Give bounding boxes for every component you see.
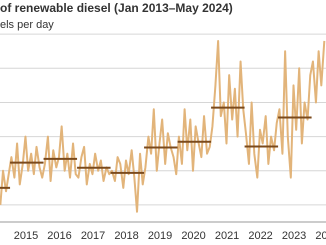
x-tick-label: 2023 <box>282 230 306 242</box>
x-tick-label: 2015 <box>14 230 38 242</box>
x-tick-label: 2021 <box>215 230 239 242</box>
data-line <box>0 39 326 213</box>
x-tick-label: 20 <box>315 230 326 242</box>
x-tick-label: 2018 <box>114 230 138 242</box>
x-tick-label: 2016 <box>47 230 71 242</box>
x-tick-label: 2020 <box>181 230 205 242</box>
x-tick-label: 2017 <box>81 230 105 242</box>
x-tick-label: 2019 <box>148 230 172 242</box>
chart-title: of renewable diesel (Jan 2013–May 2024) <box>0 1 233 15</box>
x-tick-label: 2022 <box>248 230 272 242</box>
chart-subtitle: els per day <box>0 19 54 31</box>
